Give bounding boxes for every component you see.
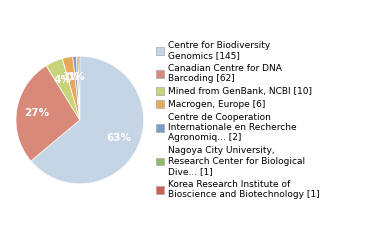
Text: 1%: 1% xyxy=(67,72,85,82)
Wedge shape xyxy=(78,56,80,120)
Wedge shape xyxy=(46,59,80,120)
Text: 4%: 4% xyxy=(53,75,71,85)
Text: 27%: 27% xyxy=(24,108,49,118)
Wedge shape xyxy=(31,56,144,184)
Wedge shape xyxy=(62,57,80,120)
Wedge shape xyxy=(16,66,80,161)
Wedge shape xyxy=(73,56,80,120)
Legend: Centre for Biodiversity
Genomics [145], Canadian Centre for DNA
Barcoding [62], : Centre for Biodiversity Genomics [145], … xyxy=(156,41,319,199)
Text: 3%: 3% xyxy=(63,72,80,82)
Text: 63%: 63% xyxy=(107,133,131,143)
Wedge shape xyxy=(76,56,80,120)
